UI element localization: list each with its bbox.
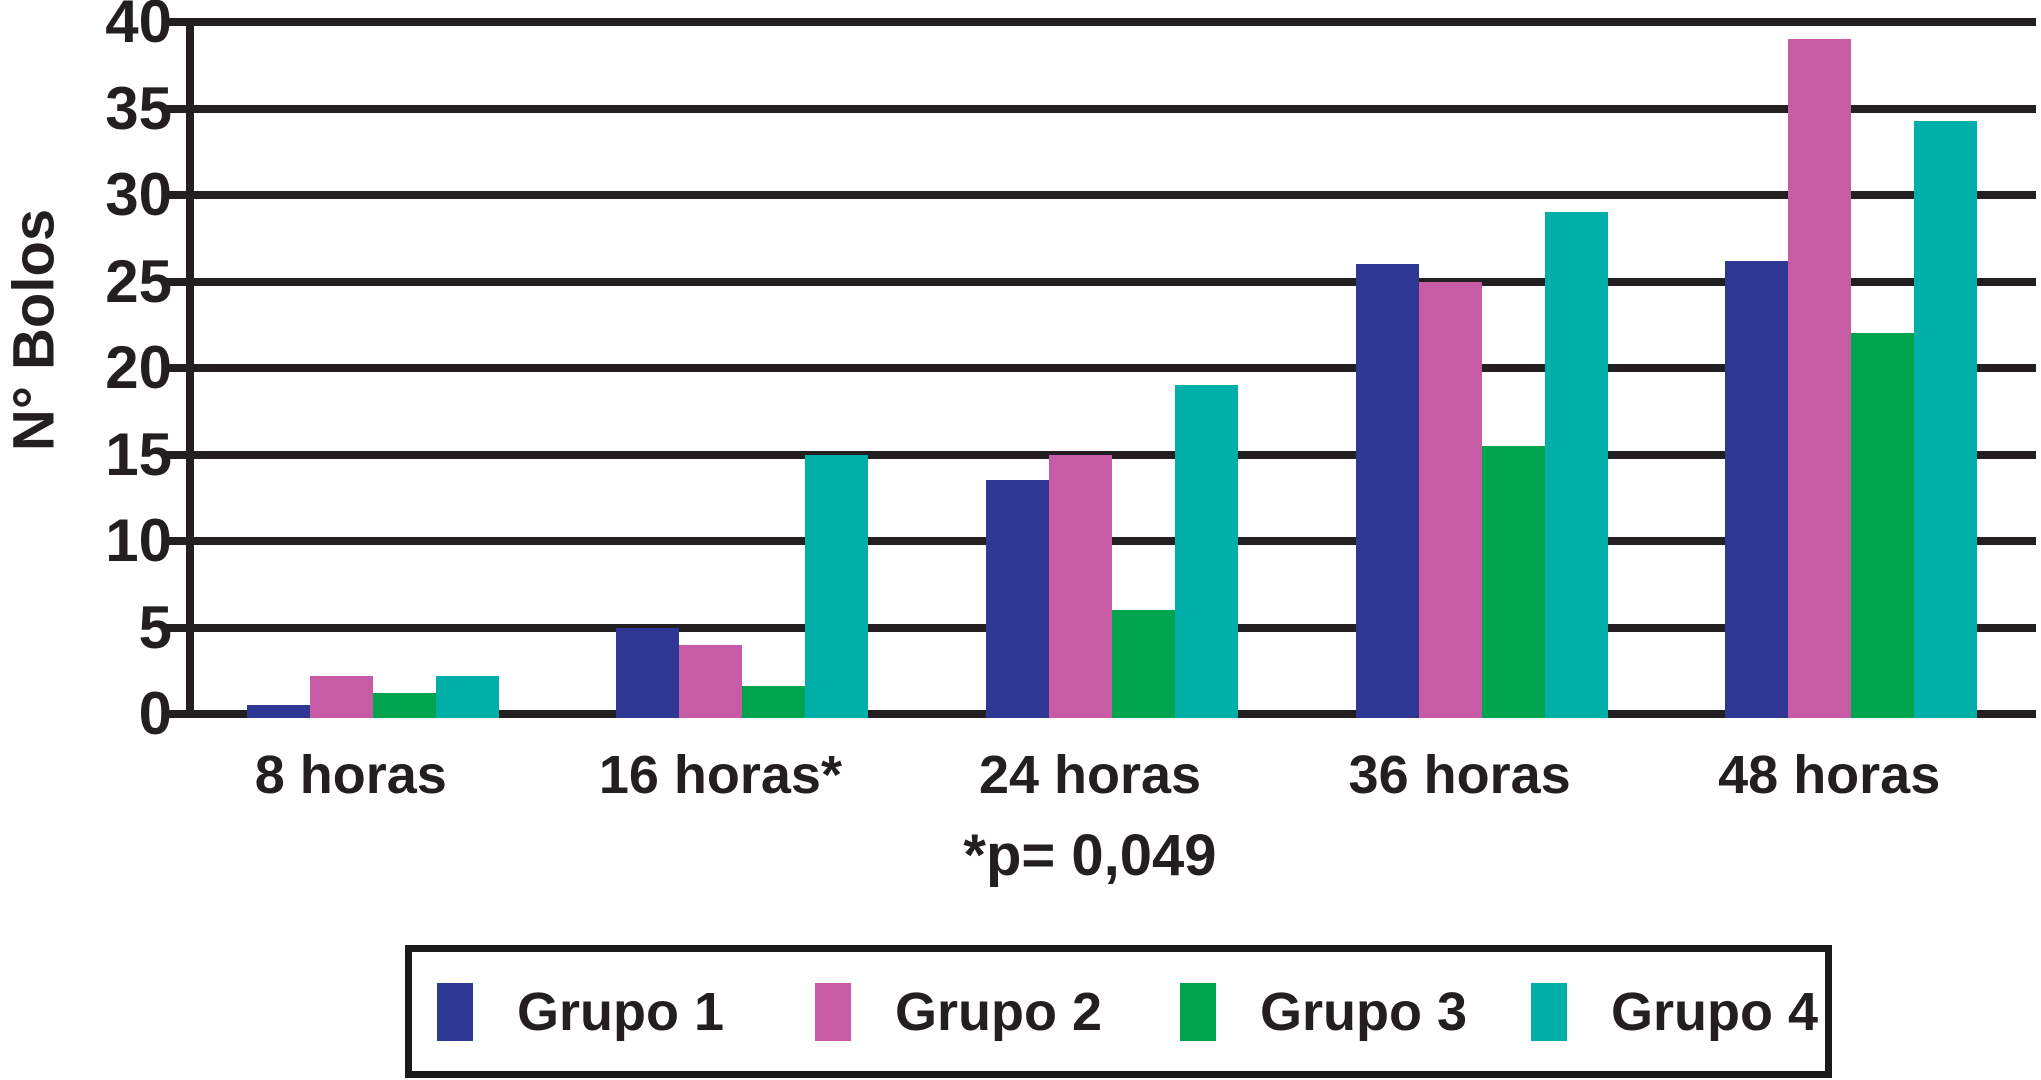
bar-grupo1-8horas xyxy=(246,705,310,718)
y-tick-label-5: 5 xyxy=(138,593,172,661)
bar-grupo1-16horas xyxy=(616,627,680,718)
bar-grupo3-48horas xyxy=(1851,333,1915,718)
legend-item-grupo-3: Grupo 3 xyxy=(1180,952,1467,1071)
bar-grupo3-36horas xyxy=(1481,445,1545,718)
legend-swatch-grupo-4 xyxy=(1531,982,1567,1041)
bar-grupo4-36horas xyxy=(1544,212,1608,718)
gridline-30 xyxy=(166,191,2036,199)
y-tick-label-15: 15 xyxy=(105,420,172,488)
bar-grupo4-16horas xyxy=(805,454,869,718)
y-axis-line xyxy=(186,18,194,718)
bar-grupo4-48horas xyxy=(1914,120,1978,718)
y-tick-label-10: 10 xyxy=(105,507,172,574)
bar-grupo2-24horas xyxy=(1049,454,1112,718)
bar-grupo3-24horas xyxy=(1112,610,1175,718)
legend-item-grupo-4: Grupo 4 xyxy=(1531,952,1818,1071)
legend-swatch-grupo-3 xyxy=(1180,982,1216,1041)
bar-grupo3-8horas xyxy=(372,693,436,718)
y-tick-label-40: 40 xyxy=(105,0,172,55)
legend-item-grupo-1: Grupo 1 xyxy=(437,952,724,1071)
gridline-40 xyxy=(166,18,2036,26)
bar-grupo2-16horas xyxy=(679,644,743,718)
x-tick-label-16horas: 16 horas* xyxy=(598,745,842,805)
bar-grupo1-36horas xyxy=(1355,264,1419,718)
bar-grupo2-8horas xyxy=(309,675,373,718)
bar-grupo2-36horas xyxy=(1418,281,1482,718)
legend-label-grupo-2: Grupo 2 xyxy=(895,981,1103,1042)
y-tick-label-35: 35 xyxy=(105,74,172,142)
bar-grupo2-48horas xyxy=(1788,39,1852,718)
y-tick-label-20: 20 xyxy=(105,334,172,401)
legend-label-grupo-3: Grupo 3 xyxy=(1260,981,1468,1042)
legend-swatch-grupo-2 xyxy=(815,982,851,1041)
x-tick-label-24horas: 24 horas xyxy=(978,745,1202,805)
y-axis-title: N° Bolos xyxy=(1,208,67,452)
legend: Grupo 1 Grupo 2 Grupo 3 Grupo 4 xyxy=(405,945,1832,1078)
gridline-20 xyxy=(166,364,2036,372)
legend-label-grupo-1: Grupo 1 xyxy=(517,981,725,1042)
y-tick-label-0: 0 xyxy=(138,680,172,747)
x-tick-label-36horas: 36 horas xyxy=(1348,745,1571,805)
bar-grupo4-24horas xyxy=(1175,385,1238,718)
gridline-25 xyxy=(166,277,2036,286)
legend-swatch-grupo-1 xyxy=(437,982,473,1041)
p-value-annotation: *p= 0,049 xyxy=(963,823,1217,888)
x-tick-label-8horas: 8 horas xyxy=(254,745,447,805)
bar-grupo1-48horas xyxy=(1725,260,1789,718)
bar-grupo4-8horas xyxy=(435,675,499,718)
bar-grupo1-24horas xyxy=(986,480,1049,718)
legend-item-grupo-2: Grupo 2 xyxy=(815,952,1102,1071)
y-tick-label-25: 25 xyxy=(105,247,172,315)
legend-label-grupo-4: Grupo 4 xyxy=(1611,981,1819,1042)
y-tick-label-30: 30 xyxy=(105,161,172,228)
bar-grupo3-16horas xyxy=(742,686,806,718)
x-tick-label-48horas: 48 horas xyxy=(1718,745,1941,805)
gridline-35 xyxy=(166,104,2036,113)
